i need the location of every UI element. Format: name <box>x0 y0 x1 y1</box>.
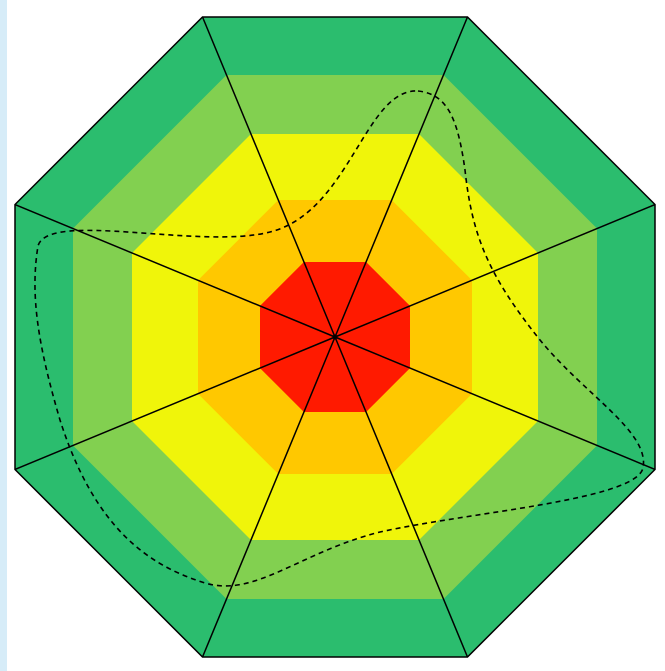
dashed-boundary-curve <box>34 90 645 587</box>
octagon-outline <box>14 16 656 658</box>
left-border-strip <box>0 0 7 671</box>
sector-spoke-6 <box>201 336 336 658</box>
sector-spoke-1 <box>201 16 336 338</box>
sector-spoke-5 <box>334 336 469 658</box>
sector-spoke-3 <box>334 203 656 338</box>
sector-spoke-4 <box>334 336 656 471</box>
sector-spoke-2 <box>334 16 469 338</box>
center-point <box>332 334 338 340</box>
sector-spoke-7 <box>14 336 336 471</box>
sector-spoke-8 <box>14 203 336 338</box>
sector-spokes <box>14 16 656 658</box>
